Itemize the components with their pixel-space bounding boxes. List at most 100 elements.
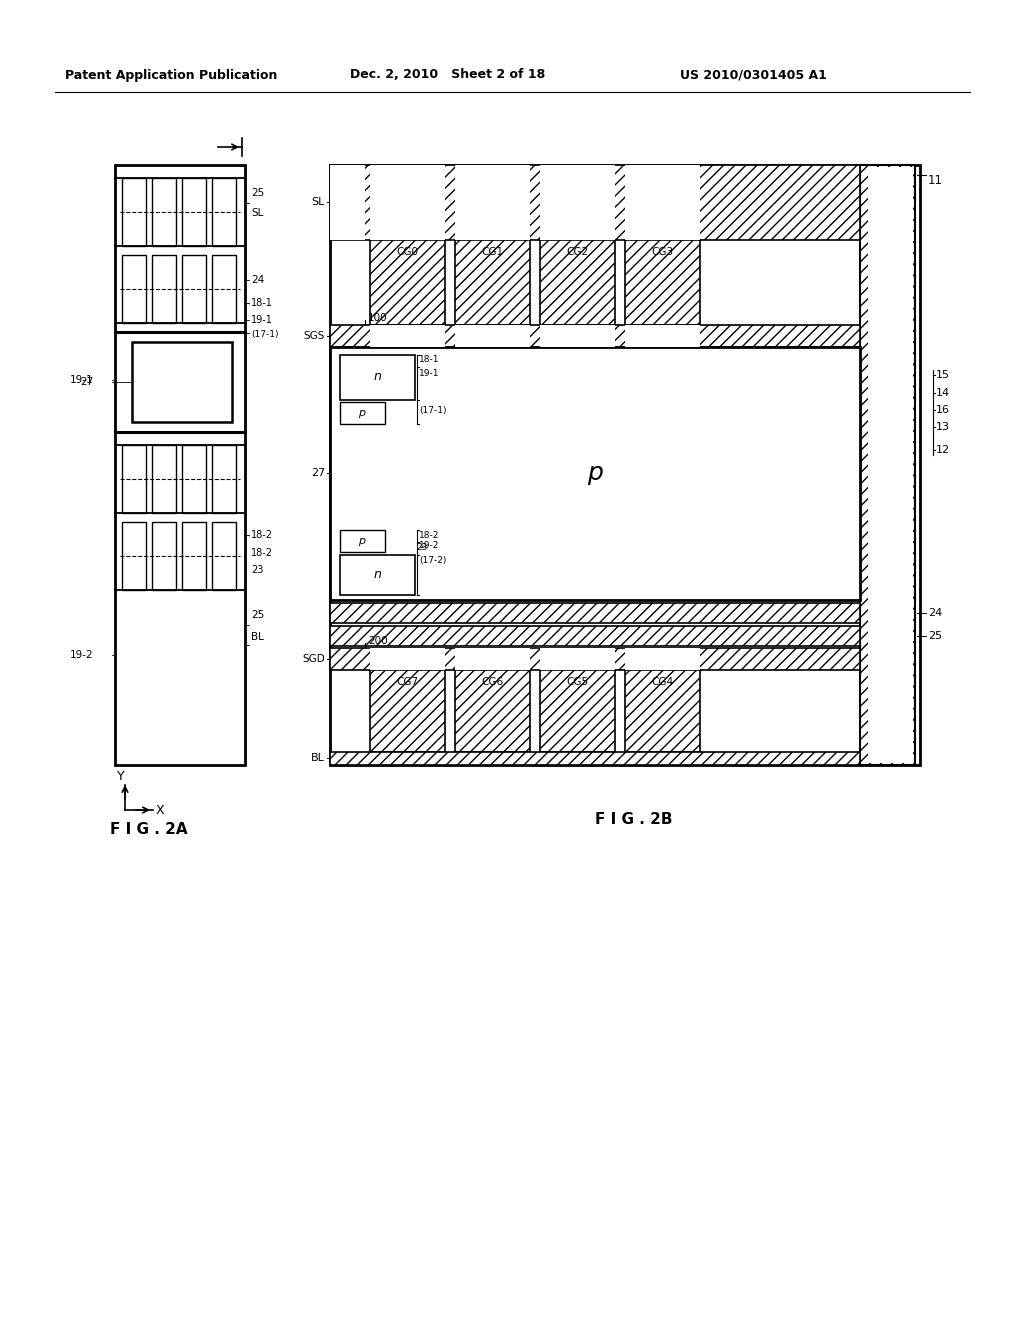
- Text: BL: BL: [251, 632, 264, 642]
- Bar: [370, 671, 445, 752]
- Text: 25: 25: [251, 610, 264, 620]
- Bar: [115, 165, 245, 766]
- Text: 19-1: 19-1: [70, 375, 93, 385]
- Bar: [540, 240, 615, 325]
- Bar: [132, 342, 232, 422]
- Text: (17-1): (17-1): [251, 330, 279, 339]
- Text: X: X: [156, 804, 165, 817]
- Text: SL: SL: [251, 209, 263, 218]
- Text: 19-2: 19-2: [419, 541, 439, 550]
- Bar: [212, 178, 236, 246]
- Text: 13: 13: [936, 422, 950, 432]
- Bar: [455, 671, 530, 752]
- Bar: [455, 240, 530, 325]
- Bar: [212, 255, 236, 323]
- Text: (17-2): (17-2): [419, 556, 446, 565]
- Text: 23: 23: [416, 543, 427, 552]
- Bar: [182, 178, 206, 246]
- Bar: [625, 325, 700, 347]
- Bar: [340, 355, 415, 400]
- Bar: [330, 626, 860, 645]
- Bar: [152, 255, 176, 323]
- Bar: [370, 325, 445, 347]
- Text: CG5: CG5: [566, 677, 588, 686]
- Text: 14: 14: [936, 388, 950, 399]
- Text: 24: 24: [251, 275, 264, 285]
- Bar: [540, 165, 615, 240]
- Bar: [455, 325, 530, 347]
- Bar: [540, 648, 615, 671]
- Text: 18-1: 18-1: [251, 298, 272, 308]
- Text: (17-1): (17-1): [419, 405, 446, 414]
- Text: CG1: CG1: [481, 247, 503, 257]
- Text: 25: 25: [928, 631, 942, 642]
- Bar: [212, 521, 236, 590]
- Bar: [122, 521, 146, 590]
- Text: SGD: SGD: [302, 653, 325, 664]
- Bar: [212, 445, 236, 513]
- Bar: [122, 255, 146, 323]
- Text: CG0: CG0: [396, 247, 418, 257]
- Text: 27: 27: [310, 469, 325, 478]
- Bar: [330, 752, 860, 766]
- Text: Y: Y: [117, 770, 125, 783]
- Text: 25: 25: [251, 187, 264, 198]
- Bar: [340, 554, 415, 595]
- Text: BL: BL: [311, 752, 325, 763]
- Text: SGS: SGS: [304, 331, 325, 341]
- Bar: [455, 165, 530, 240]
- Text: n: n: [373, 569, 381, 582]
- Text: 19-2: 19-2: [70, 649, 93, 660]
- Bar: [330, 347, 860, 601]
- Bar: [625, 165, 700, 240]
- Bar: [182, 445, 206, 513]
- Bar: [370, 240, 445, 325]
- Bar: [540, 671, 615, 752]
- Bar: [152, 445, 176, 513]
- Text: 11: 11: [928, 173, 943, 186]
- Bar: [330, 648, 860, 671]
- Text: p: p: [358, 408, 366, 418]
- Text: 15: 15: [936, 370, 950, 380]
- Text: 18-1: 18-1: [419, 355, 439, 364]
- Text: 200: 200: [368, 636, 388, 645]
- Text: 12: 12: [936, 445, 950, 455]
- Text: n: n: [373, 371, 381, 384]
- Bar: [370, 648, 445, 671]
- Text: Patent Application Publication: Patent Application Publication: [65, 69, 278, 82]
- Text: 18-2: 18-2: [419, 531, 439, 540]
- Text: Dec. 2, 2010   Sheet 2 of 18: Dec. 2, 2010 Sheet 2 of 18: [350, 69, 545, 82]
- Bar: [540, 325, 615, 347]
- Bar: [182, 521, 206, 590]
- Bar: [370, 165, 445, 240]
- Text: 18-2: 18-2: [251, 531, 273, 540]
- Text: 27: 27: [80, 378, 93, 387]
- Text: 24: 24: [928, 609, 942, 618]
- Text: CG3: CG3: [651, 247, 673, 257]
- Bar: [122, 445, 146, 513]
- Bar: [152, 521, 176, 590]
- Text: 16: 16: [936, 405, 950, 414]
- Bar: [330, 165, 860, 240]
- Bar: [625, 648, 700, 671]
- Text: 19-1: 19-1: [419, 368, 439, 378]
- Bar: [330, 165, 365, 240]
- Text: CG6: CG6: [481, 677, 503, 686]
- Text: 19-1: 19-1: [251, 315, 272, 325]
- Text: SL: SL: [311, 197, 325, 207]
- Text: US 2010/0301405 A1: US 2010/0301405 A1: [680, 69, 826, 82]
- Text: 18-2: 18-2: [251, 548, 273, 558]
- Text: 23: 23: [251, 565, 263, 576]
- Text: CG7: CG7: [396, 677, 418, 686]
- Bar: [330, 165, 920, 766]
- Bar: [152, 178, 176, 246]
- Text: CG2: CG2: [566, 247, 588, 257]
- Bar: [340, 531, 385, 552]
- Bar: [182, 255, 206, 323]
- Bar: [625, 671, 700, 752]
- Bar: [625, 240, 700, 325]
- Bar: [330, 603, 860, 623]
- Bar: [330, 325, 860, 347]
- Text: F I G . 2B: F I G . 2B: [595, 813, 673, 828]
- Bar: [868, 168, 913, 763]
